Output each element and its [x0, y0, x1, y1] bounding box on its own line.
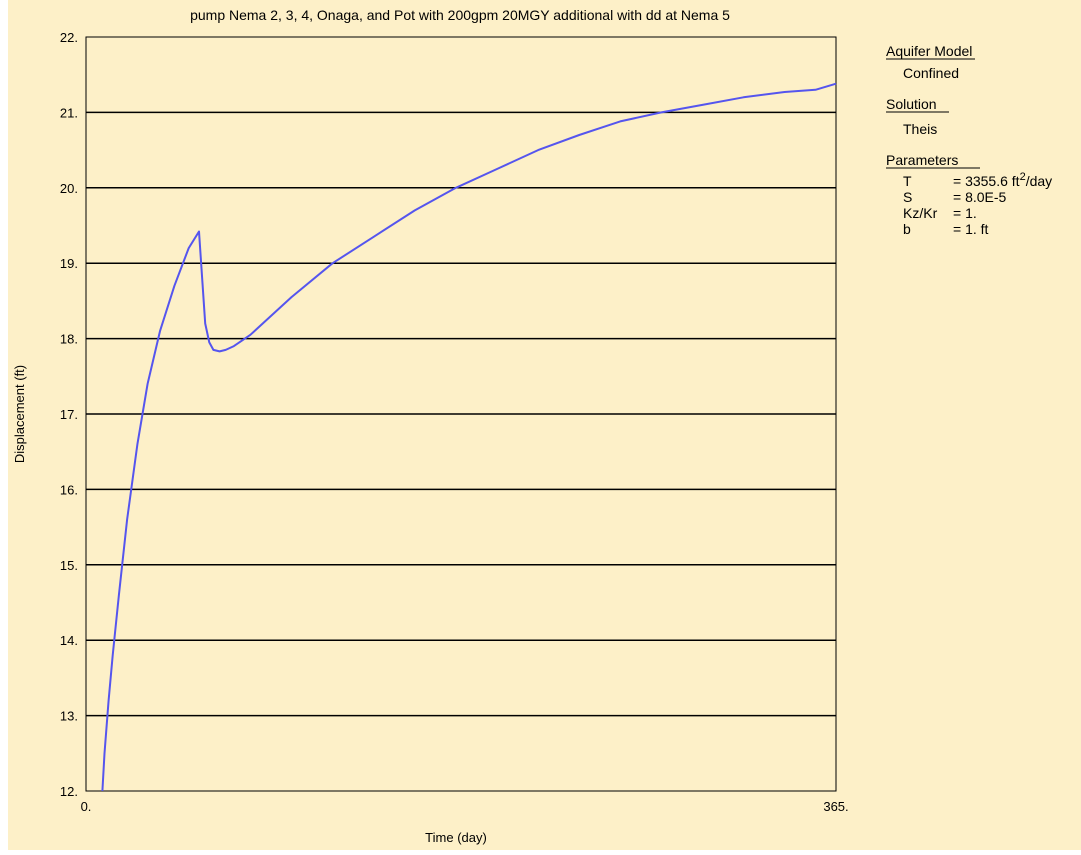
series-group: [101, 82, 837, 792]
y-tick-label: 13.: [60, 709, 78, 724]
param-t-value-main: = 3355.6 ft: [953, 173, 1020, 189]
param-t-name: T: [903, 173, 912, 189]
param-s-value: = 8.0E-5: [953, 189, 1007, 205]
aquifer-model-heading: Aquifer Model: [886, 43, 972, 59]
solution-heading: Solution: [886, 96, 937, 112]
param-b-name: b: [903, 221, 911, 237]
y-tick-label: 16.: [60, 482, 78, 497]
aquifer-model-value: Confined: [903, 65, 959, 81]
series-line: [101, 82, 837, 792]
y-tick-label: 14.: [60, 633, 78, 648]
param-kzkr-value: = 1.: [953, 205, 977, 221]
param-b-value: = 1. ft: [953, 221, 989, 237]
y-tick-labels: 12. 13. 14. 15. 16. 17. 18. 19. 20. 21. 22.: [60, 30, 78, 799]
x-tick-label: 0.: [81, 799, 92, 814]
param-t-value: = 3355.6 ft2/day: [953, 171, 1052, 189]
param-s-name: S: [903, 189, 912, 205]
y-axis-label: Displacement (ft): [12, 365, 27, 463]
gridlines: [86, 111, 836, 717]
plot-frame: [85, 36, 837, 792]
x-tick-label: 365.: [823, 799, 848, 814]
param-kzkr-name: Kz/Kr: [903, 205, 938, 221]
y-tick-label: 20.: [60, 181, 78, 196]
y-tick-label: 19.: [60, 256, 78, 271]
x-axis-label: Time (day): [425, 830, 487, 845]
y-tick-label: 18.: [60, 332, 78, 347]
param-t-value-sup: 2: [1020, 171, 1026, 183]
chart-title: pump Nema 2, 3, 4, Onaga, and Pot with 2…: [190, 7, 730, 23]
x-tick-labels: 0. 365.: [81, 799, 849, 814]
param-t-value-suffix: /day: [1026, 173, 1052, 189]
y-tick-label: 15.: [60, 558, 78, 573]
chart-background: [8, 0, 1081, 850]
y-tick-label: 21.: [60, 105, 78, 120]
parameters-heading: Parameters: [886, 152, 958, 168]
y-tick-label: 22.: [60, 30, 78, 45]
info-panel: Aquifer Model Confined Solution Theis Pa…: [886, 43, 1052, 237]
y-tick-label: 12.: [60, 784, 78, 799]
solution-value: Theis: [903, 121, 937, 137]
y-tick-label: 17.: [60, 407, 78, 422]
